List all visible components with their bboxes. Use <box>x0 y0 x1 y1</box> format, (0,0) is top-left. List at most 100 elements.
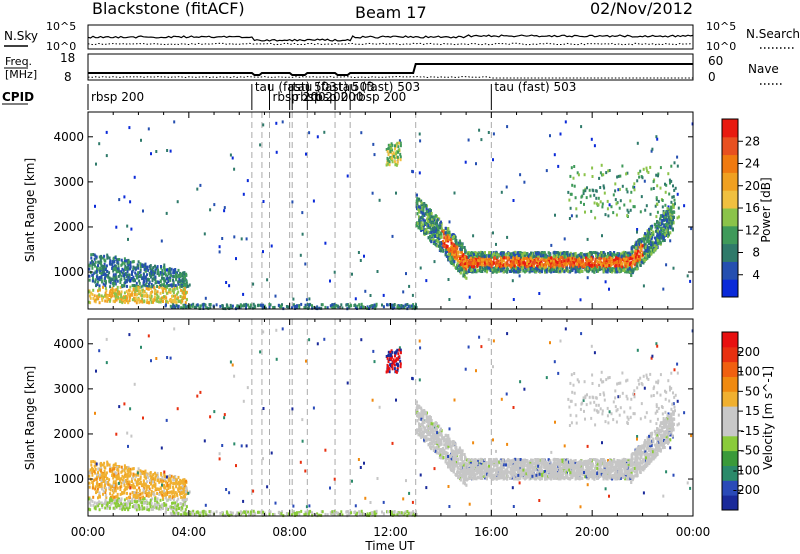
power-cell <box>110 292 113 296</box>
power-cell <box>550 243 553 247</box>
power-cell <box>145 287 148 291</box>
power-cell <box>104 279 107 283</box>
power-cell <box>164 279 167 283</box>
power-cell <box>151 277 154 281</box>
cpid-entry: rbsp 200 <box>353 90 406 104</box>
power-cell <box>218 245 221 249</box>
power-cell <box>347 303 349 307</box>
power-cell <box>147 268 150 272</box>
power-cell <box>617 188 620 192</box>
power-cell <box>126 278 129 282</box>
power-cell <box>606 259 609 263</box>
power-cell <box>111 278 114 282</box>
power-cell <box>611 258 614 262</box>
power-cell <box>219 304 222 308</box>
power-cell <box>181 277 184 281</box>
power-cell <box>161 269 164 273</box>
power-cell <box>104 259 107 263</box>
power-cell <box>89 296 92 300</box>
power-cell <box>113 282 116 286</box>
power-cell <box>298 304 301 308</box>
power-cell <box>131 269 134 273</box>
station-title: Blackstone (fitACF) <box>92 0 245 18</box>
power-cell <box>98 293 101 297</box>
power-cell <box>157 281 160 284</box>
power-cell <box>412 303 415 307</box>
power-cell <box>114 279 117 283</box>
power-cell <box>185 298 188 302</box>
power-cell <box>126 224 129 228</box>
power-cell <box>324 241 327 245</box>
power-cell <box>475 162 477 166</box>
power-cell <box>117 269 120 273</box>
power-cell <box>410 304 413 308</box>
power-cell <box>184 285 187 289</box>
power-cell <box>90 253 93 257</box>
power-cell <box>223 209 226 213</box>
power-cell <box>185 305 188 309</box>
power-cell <box>463 246 466 249</box>
power-cell <box>668 211 671 215</box>
power-cell <box>472 234 475 238</box>
power-cell <box>170 305 173 309</box>
power-cell <box>95 162 97 166</box>
power-cell <box>626 270 628 274</box>
power-cell <box>571 258 574 262</box>
power-cell <box>123 272 125 276</box>
power-cell <box>108 271 111 275</box>
power-cell <box>134 286 136 290</box>
power-cell <box>133 296 135 300</box>
power-cell <box>183 271 186 275</box>
power-cell <box>99 256 102 260</box>
power-cell <box>145 281 148 285</box>
power-cell <box>492 231 494 235</box>
power-cell <box>387 143 390 147</box>
power-cell <box>433 218 436 222</box>
power-cell <box>105 154 108 158</box>
power-cell <box>100 272 103 275</box>
power-cell <box>523 180 526 184</box>
power-cell <box>146 277 149 281</box>
power-cell <box>590 137 593 141</box>
power-cell <box>636 230 638 234</box>
nave-top-tick: 60 <box>708 54 723 68</box>
power-cell <box>663 239 666 242</box>
power-cell <box>689 279 692 283</box>
power-cell <box>104 272 106 276</box>
cpid-entry: tau (fast) 503 <box>494 80 576 94</box>
power-cell <box>160 239 163 243</box>
power-cell <box>572 261 575 264</box>
power-cell <box>397 145 400 149</box>
power-cell <box>88 294 91 298</box>
date-title: 02/Nov/2012 <box>590 0 693 18</box>
power-cell <box>373 153 376 157</box>
power-cell <box>592 267 595 270</box>
power-cell <box>179 271 182 275</box>
power-cell <box>545 169 548 173</box>
power-cell <box>686 274 689 278</box>
power-cell <box>130 227 133 231</box>
power-cell <box>391 306 394 310</box>
power-cell <box>169 304 172 308</box>
power-cell <box>244 304 246 307</box>
power-cell <box>494 261 497 265</box>
power-cell <box>174 305 177 309</box>
power-cell <box>173 120 176 124</box>
power-cell <box>146 298 149 302</box>
power-cell <box>174 268 177 271</box>
noise-strip: N.Sky 10^5 10^0 10^5 10^0 N.Search <box>4 20 800 53</box>
power-cell <box>138 279 141 283</box>
power-cell <box>492 132 495 136</box>
power-cell <box>117 262 120 266</box>
power-cell <box>298 305 301 309</box>
power-cell <box>257 303 259 307</box>
power-cell <box>285 305 288 308</box>
power-cell <box>427 230 430 234</box>
power-cell <box>129 295 131 299</box>
power-cell <box>650 149 653 153</box>
power-cell <box>183 283 185 287</box>
power-cell <box>321 303 324 307</box>
power-cell <box>360 302 363 306</box>
power-cell <box>154 277 157 281</box>
power-cell <box>396 162 399 166</box>
